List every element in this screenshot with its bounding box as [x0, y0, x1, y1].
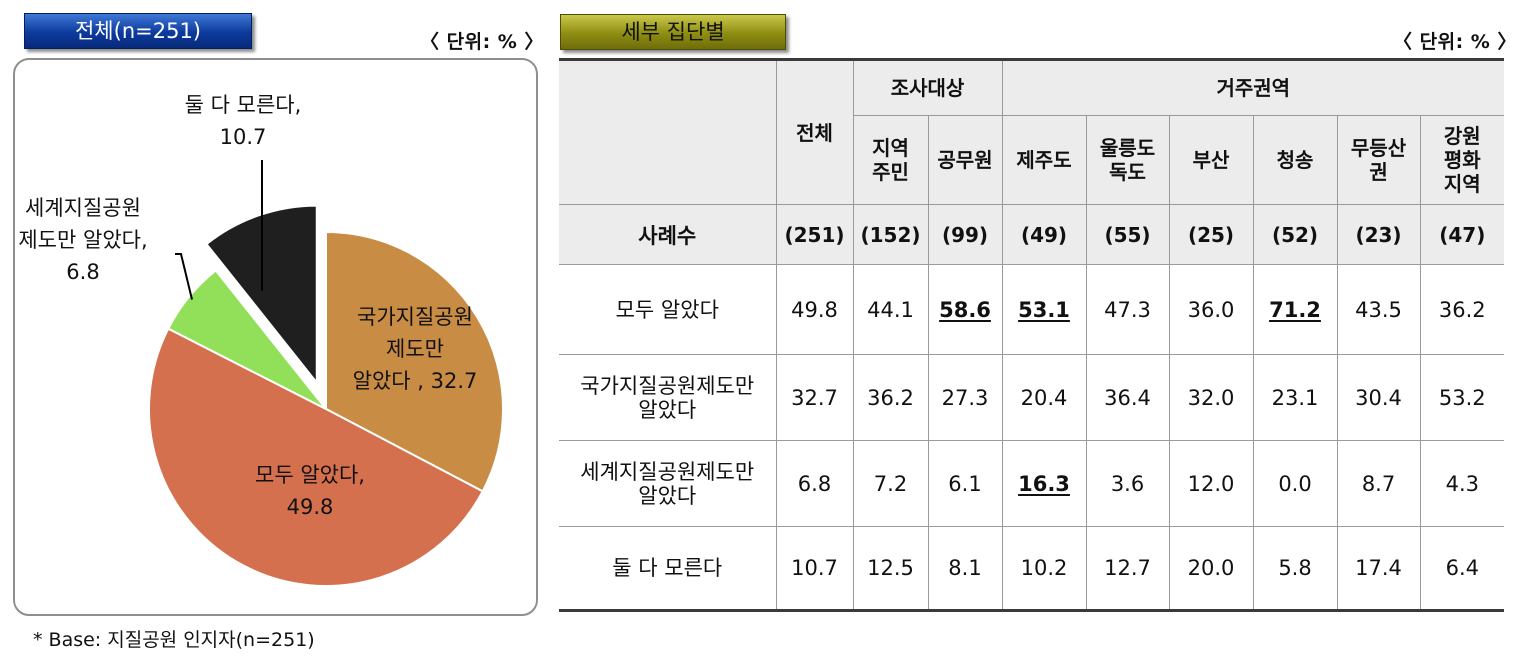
value-cell: 20.4	[1001, 354, 1087, 441]
count-cell: (25)	[1168, 204, 1254, 265]
unit-label-left: 〈 단위: % 〉	[420, 31, 544, 53]
pie-slice-label-1: 모두 알았다, 49.8	[255, 463, 365, 519]
value-cell: 36.2	[852, 354, 929, 441]
value-cell: 5.8	[1252, 526, 1338, 611]
value-cell: 53.2	[1419, 354, 1505, 441]
count-cell: (55)	[1085, 204, 1170, 265]
value-cell: 32.0	[1168, 354, 1254, 441]
count-cell: (52)	[1252, 204, 1338, 265]
value-cell: 12.5	[852, 526, 929, 611]
col-header-5: 청송	[1252, 115, 1338, 205]
value-cell: 58.6	[927, 264, 1003, 355]
value-cell: 44.1	[852, 264, 929, 355]
leader-line	[175, 253, 193, 300]
pie-slice-3	[205, 204, 318, 386]
value-cell: 8.1	[927, 526, 1003, 611]
count-cell: (99)	[927, 204, 1003, 265]
group-header-survey: 조사대상	[852, 59, 1003, 116]
value-cell: 20.0	[1168, 526, 1254, 611]
value-cell: 6.4	[1419, 526, 1505, 611]
pie-slice-2	[166, 269, 327, 410]
col-header-0: 지역 주민	[853, 115, 929, 205]
value-cell: 47.3	[1085, 264, 1170, 355]
table-row: 국가지질공원제도만 알았다 32.7 36.2 27.3 20.4 36.4 32.0 23.1…	[559, 354, 1505, 441]
col-header-7: 강원 평화 지역	[1419, 115, 1505, 205]
count-cell: (152)	[852, 204, 929, 265]
pie-slice-label-3: 둘 다 모른다, 10.7	[185, 93, 302, 149]
value-cell: 43.5	[1336, 264, 1421, 355]
pie-slice-label-2: 세계지질공원 제도만 알았다, 6.8	[18, 196, 147, 284]
value-cell: 16.3	[1001, 440, 1087, 527]
col-header-2: 제주도	[1001, 115, 1087, 205]
count-cell: (49)	[1001, 204, 1087, 265]
value-cell: 23.1	[1252, 354, 1338, 441]
value-cell: 8.7	[1336, 440, 1421, 527]
table-row: 세계지질공원제도만 알았다 6.8 7.2 6.1 16.3 3.6 12.0 0.0 8.7 4.…	[559, 440, 1505, 527]
value-cell: 36.2	[1419, 264, 1505, 355]
count-cell: (23)	[1336, 204, 1421, 265]
value-cell: 36.0	[1168, 264, 1254, 355]
value-cell: 30.4	[1336, 354, 1421, 441]
value-cell: 71.2	[1252, 264, 1338, 355]
value-cell: 49.8	[775, 264, 854, 355]
value-cell: 32.7	[775, 354, 854, 441]
row-label: 모두 알았다	[559, 264, 777, 355]
pie-chart: 국가지질공원 제도만 알았다 , 32.7 모두 알았다, 49.8 세계지질공원 제도만 …	[18, 93, 504, 587]
value-cell: 4.3	[1419, 440, 1505, 527]
unit-label-right: 〈 단위: % 〉	[1393, 31, 1517, 53]
value-cell: 12.7	[1085, 526, 1170, 611]
row-label: 국가지질공원제도만 알았다	[559, 354, 777, 441]
pie-slice-0	[325, 230, 504, 493]
pie-chart-panel: 국가지질공원 제도만 알았다 , 32.7 모두 알았다, 49.8 세계지질공원 제도만 …	[13, 58, 538, 616]
count-cell: (47)	[1419, 204, 1505, 265]
value-cell: 36.4	[1085, 354, 1170, 441]
row-label: 둘 다 모른다	[559, 526, 777, 611]
col-header-4: 부산	[1168, 115, 1254, 205]
table-corner-header	[559, 59, 777, 205]
table-row: 둘 다 모른다 10.7 12.5 8.1 10.2 12.7 20.0 5.8 17.4 6.4	[559, 526, 1505, 611]
col-header-total: 전체	[775, 59, 854, 205]
col-header-3: 울릉도 독도	[1085, 115, 1170, 205]
overall-title-badge: 전체(n=251)	[24, 13, 252, 49]
pie-slice-label-0: 국가지질공원 제도만 알았다 , 32.7	[353, 305, 478, 393]
count-cell: (251)	[775, 204, 854, 265]
value-cell: 6.1	[927, 440, 1003, 527]
subgroup-title-badge: 세부 집단별	[560, 14, 786, 50]
row-label: 세계지질공원제도만 알았다	[559, 440, 777, 527]
value-cell: 3.6	[1085, 440, 1170, 527]
value-cell: 53.1	[1001, 264, 1087, 355]
value-cell: 10.2	[1001, 526, 1087, 611]
table-row: 모두 알았다 49.8 44.1 58.6 53.1 47.3 36.0 71.2 43.5 36…	[559, 264, 1505, 355]
pie-slice-1	[148, 327, 485, 587]
subgroup-table: 전체 조사대상 거주권역 지역 주민 공무원 제주도 울릉도 독도 부산 청송 무등산 권 강원 평화…	[559, 58, 1505, 612]
value-cell: 27.3	[927, 354, 1003, 441]
col-header-1: 공무원	[927, 115, 1003, 205]
footnote: * Base: 지질공원 인지자(n=251)	[33, 629, 315, 651]
value-cell: 6.8	[775, 440, 854, 527]
group-header-region: 거주권역	[1001, 59, 1505, 116]
value-cell: 7.2	[852, 440, 929, 527]
value-cell: 12.0	[1168, 440, 1254, 527]
col-header-6: 무등산 권	[1336, 115, 1421, 205]
value-cell: 10.7	[775, 526, 854, 611]
count-row-label: 사례수	[559, 204, 777, 265]
value-cell: 17.4	[1336, 526, 1421, 611]
value-cell: 0.0	[1252, 440, 1338, 527]
